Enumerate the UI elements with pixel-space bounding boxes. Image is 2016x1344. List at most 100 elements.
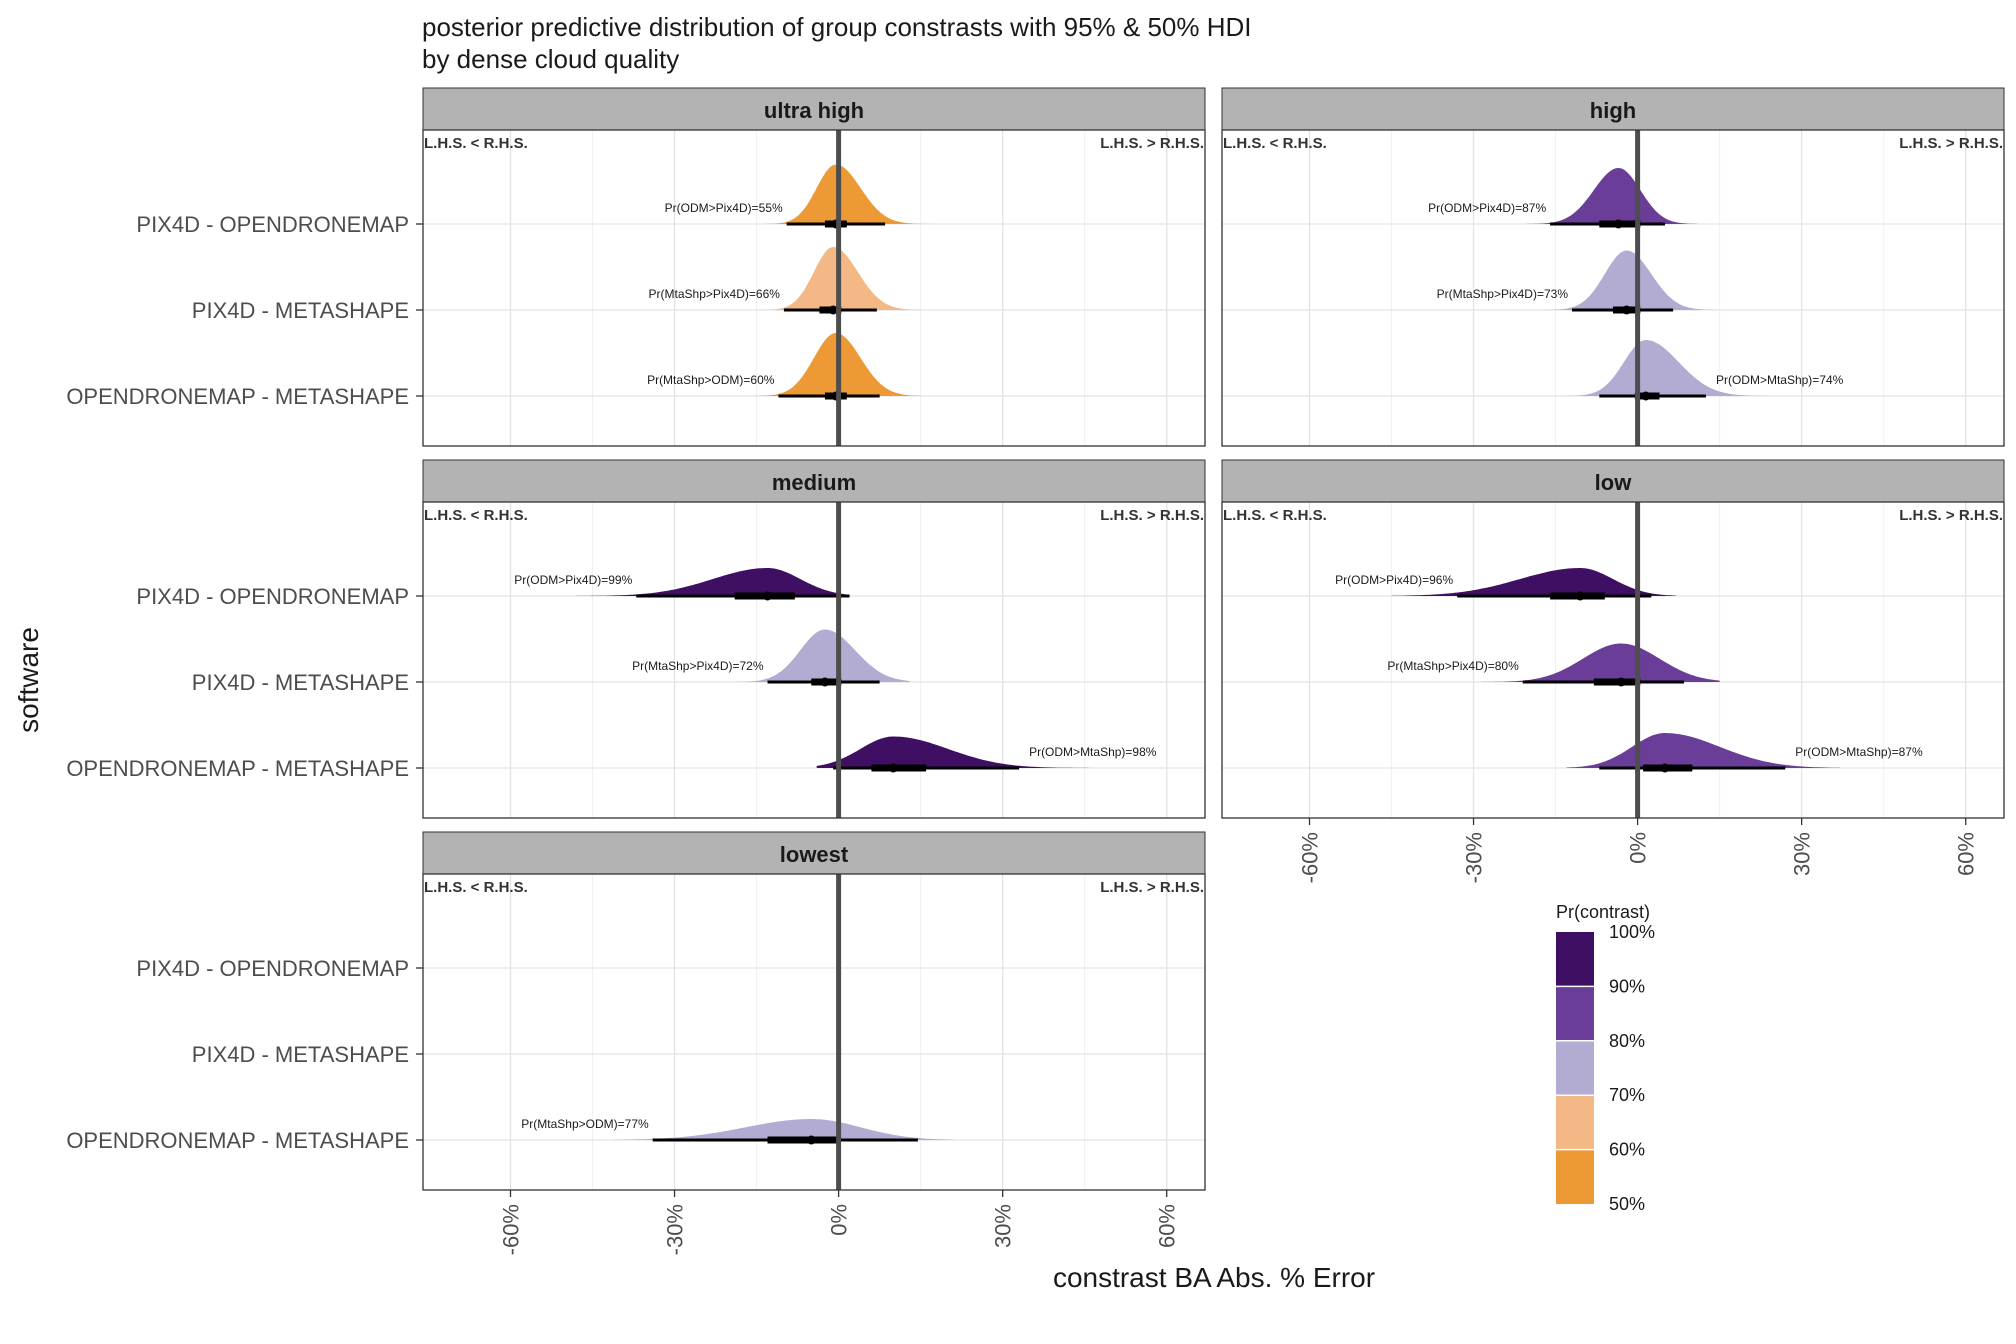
facet-strip — [1221, 87, 2005, 131]
x-tick-label: -60% — [498, 1204, 523, 1255]
lhs-gt-rhs-label: L.H.S. > R.H.S. — [1899, 135, 2003, 152]
y-tick-label: OPENDRONEMAP - METASHAPE — [66, 384, 409, 409]
lhs-lt-rhs-label: L.H.S. < R.H.S. — [424, 507, 528, 524]
density-slab — [816, 736, 1096, 768]
legend-color-segment — [1556, 1095, 1594, 1150]
facet-high: high L.H.S. < R.H.S. L.H.S. > R.H.S. Pr(ODM… — [1221, 87, 2005, 447]
panel-border — [422, 873, 1206, 1191]
y-tick-label: PIX4D - OPENDRONEMAP — [136, 212, 409, 237]
median-point — [763, 591, 773, 601]
y-tick-label: PIX4D - OPENDRONEMAP — [136, 584, 409, 609]
x-tick-label: -30% — [1462, 832, 1487, 883]
probability-label: Pr(ODM>MtaShp)=87% — [1795, 745, 1923, 759]
lhs-lt-rhs-label: L.H.S. < R.H.S. — [1223, 135, 1327, 152]
y-tick-label: PIX4D - METASHAPE — [192, 298, 409, 323]
median-point — [1622, 305, 1632, 315]
facet-strip-label: high — [1590, 98, 1636, 123]
probability-label: Pr(MtaShp>Pix4D)=66% — [649, 287, 781, 301]
facet-strip — [1221, 459, 2005, 503]
density-slab — [1495, 168, 1698, 224]
density-slab — [1566, 733, 1840, 768]
lhs-gt-rhs-label: L.H.S. > R.H.S. — [1899, 507, 2003, 524]
panel-border — [1221, 501, 2005, 819]
probability-label: Pr(MtaShp>Pix4D)=80% — [1387, 659, 1519, 673]
median-point — [1641, 391, 1651, 401]
probability-label: Pr(ODM>Pix4D)=99% — [514, 573, 632, 587]
x-tick-label: 60% — [1155, 1204, 1180, 1248]
lhs-lt-rhs-label: L.H.S. < R.H.S. — [1223, 507, 1327, 524]
density-slab — [614, 1119, 954, 1140]
facet-strip-label: lowest — [780, 842, 849, 867]
facet-panels: ultra high L.H.S. < R.H.S. L.H.S. > R.H.S.… — [66, 87, 2005, 1255]
legend-label: 60% — [1609, 1140, 1645, 1160]
panel-border — [422, 501, 1206, 819]
lhs-lt-rhs-label: L.H.S. < R.H.S. — [424, 879, 528, 896]
panel-border — [1221, 129, 2005, 447]
x-tick-label: 0% — [1626, 832, 1651, 864]
x-tick-label: 30% — [1790, 832, 1815, 876]
facet-medium: medium L.H.S. < R.H.S. L.H.S. > R.H.S. Pr(O… — [66, 459, 1206, 819]
median-point — [1613, 219, 1623, 229]
y-tick-label: OPENDRONEMAP - METASHAPE — [66, 1128, 409, 1153]
probability-label: Pr(ODM>Pix4D)=96% — [1335, 573, 1453, 587]
density-slab — [1391, 568, 1676, 596]
lhs-gt-rhs-label: L.H.S. > R.H.S. — [1100, 879, 1204, 896]
x-tick-label: -30% — [663, 1204, 688, 1255]
legend-label: 80% — [1609, 1031, 1645, 1051]
facet-strip-label: ultra high — [764, 98, 864, 123]
chart-title: posterior predictive distribution of gro… — [422, 12, 1252, 42]
density-slab — [745, 164, 937, 224]
density-slab — [745, 333, 921, 396]
legend-label: 90% — [1609, 976, 1645, 996]
lhs-gt-rhs-label: L.H.S. > R.H.S. — [1100, 507, 1204, 524]
x-tick-label: 30% — [991, 1204, 1016, 1248]
lhs-gt-rhs-label: L.H.S. > R.H.S. — [1100, 135, 1204, 152]
y-tick-label: PIX4D - METASHAPE — [192, 670, 409, 695]
facet-strip-label: medium — [772, 470, 856, 495]
facet-lowest: lowest L.H.S. < R.H.S. L.H.S. > R.H.S. Pr(M… — [66, 831, 1206, 1255]
density-slab — [751, 247, 921, 310]
probability-label: Pr(ODM>MtaShp)=98% — [1029, 745, 1157, 759]
probability-label: Pr(ODM>Pix4D)=87% — [1428, 201, 1546, 215]
median-point — [806, 1135, 816, 1145]
density-slab — [576, 568, 850, 596]
legend-color-segment — [1556, 932, 1594, 987]
legend-label: 70% — [1609, 1085, 1645, 1105]
probability-label: Pr(ODM>Pix4D)=55% — [665, 201, 783, 215]
legend-color-segment — [1556, 986, 1594, 1041]
legend: Pr(contrast) 100% 90% 80% 70% 60% 50% — [1556, 902, 1655, 1214]
x-axis-title: constrast BA Abs. % Error — [1053, 1262, 1375, 1293]
y-tick-label: OPENDRONEMAP - METASHAPE — [66, 756, 409, 781]
lhs-lt-rhs-label: L.H.S. < R.H.S. — [424, 135, 528, 152]
probability-label: Pr(MtaShp>Pix4D)=72% — [632, 659, 764, 673]
facet-strip-label: low — [1595, 470, 1633, 495]
y-axis-title: software — [13, 627, 44, 733]
panel-border — [422, 129, 1206, 447]
density-slab — [1528, 250, 1720, 310]
legend-color-segment — [1556, 1040, 1594, 1096]
probability-label: Pr(MtaShp>Pix4D)=73% — [1437, 287, 1569, 301]
legend-color-segment — [1556, 1149, 1594, 1204]
median-point — [888, 763, 898, 773]
facet-strip — [422, 459, 1206, 503]
facet-low: low L.H.S. < R.H.S. L.H.S. > R.H.S. Pr(ODM>… — [1221, 459, 2005, 883]
y-tick-label: PIX4D - METASHAPE — [192, 1042, 409, 1067]
median-point — [828, 305, 838, 315]
density-slab — [1479, 643, 1720, 682]
facet-ultra-high: ultra high L.H.S. < R.H.S. L.H.S. > R.H.S.… — [66, 87, 1206, 447]
x-tick-label: 60% — [1954, 832, 1979, 876]
legend-label: 100% — [1609, 922, 1655, 942]
facet-strip — [422, 831, 1206, 875]
y-tick-label: PIX4D - OPENDRONEMAP — [136, 956, 409, 981]
probability-label: Pr(ODM>MtaShp)=74% — [1716, 373, 1844, 387]
median-point — [1660, 763, 1670, 773]
median-point — [820, 677, 830, 687]
facet-strip — [422, 87, 1206, 131]
probability-label: Pr(MtaShp>ODM)=77% — [521, 1117, 649, 1131]
legend-label: 50% — [1609, 1194, 1645, 1214]
chart-subtitle: by dense cloud quality — [422, 44, 679, 74]
legend-colorbar: 100% 90% 80% 70% 60% 50% — [1556, 922, 1655, 1214]
density-slab — [729, 629, 910, 682]
x-tick-label: -60% — [1297, 832, 1322, 883]
